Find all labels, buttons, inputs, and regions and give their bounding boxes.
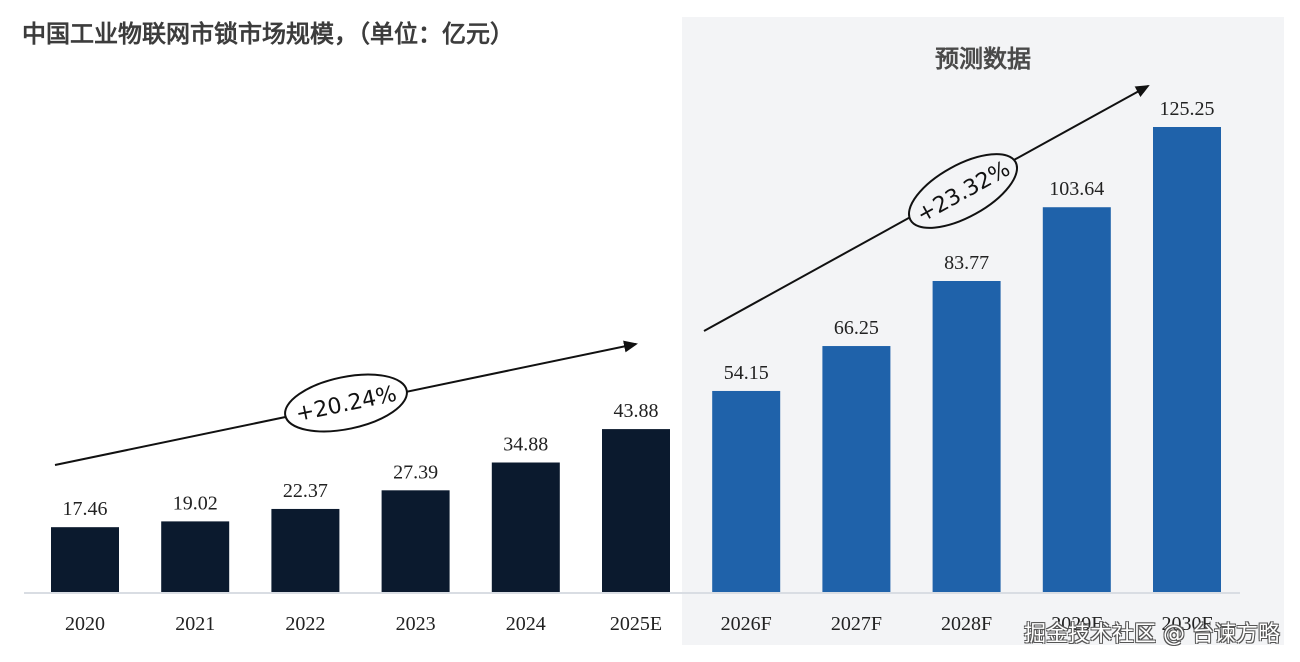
x-tick-2029F: 2029F [1051, 613, 1102, 635]
data-label-2028F: 83.77 [944, 252, 989, 274]
bar-2028F [932, 280, 1001, 592]
bar-2030F [1153, 127, 1221, 592]
data-label-2025E: 43.88 [614, 400, 659, 422]
watermark: 掘金技术社区 @ 台谏方略 [1024, 622, 1280, 647]
forecast-region-label: 预测数据 [935, 45, 1031, 73]
data-label-2029F: 103.64 [1049, 178, 1104, 200]
bar-2029F [1042, 207, 1111, 592]
x-tick-2023: 2023 [396, 613, 436, 635]
chart-title: 中国工业物联网市锁市场规模，（单位：亿元） [22, 20, 514, 48]
data-label-2021: 19.02 [173, 492, 218, 514]
bar-2023 [381, 490, 450, 592]
x-tick-2030F: 2030F [1161, 613, 1212, 635]
data-label-2022: 22.37 [283, 480, 328, 502]
bar-2021 [161, 521, 230, 592]
cagr-ellipse-1 [284, 373, 408, 433]
x-tick-2022: 2022 [285, 613, 325, 635]
x-tick-2026F: 2026F [721, 613, 772, 635]
x-tick-2024: 2024 [506, 613, 546, 635]
cagr-ellipse-2 [907, 153, 1019, 229]
data-label-2023: 27.39 [393, 461, 438, 483]
data-label-2030F: 125.25 [1160, 98, 1215, 120]
x-tick-2028F: 2028F [941, 613, 992, 635]
data-label-2024: 34.88 [503, 434, 548, 456]
x-tick-2020: 2020 [65, 613, 105, 635]
data-label-2020: 17.46 [63, 498, 108, 520]
bar-2026F [712, 390, 781, 592]
bar-2025E [602, 429, 670, 592]
data-label-2027F: 66.25 [834, 317, 879, 339]
bar-2027F [822, 346, 891, 592]
x-tick-2021: 2021 [175, 613, 215, 635]
x-tick-2027F: 2027F [831, 613, 882, 635]
bar-2020 [51, 527, 119, 592]
bar-2024 [491, 462, 560, 592]
x-tick-2025E: 2025E [610, 613, 662, 635]
data-label-2026F: 54.15 [724, 362, 769, 384]
bar-2022 [271, 508, 340, 592]
